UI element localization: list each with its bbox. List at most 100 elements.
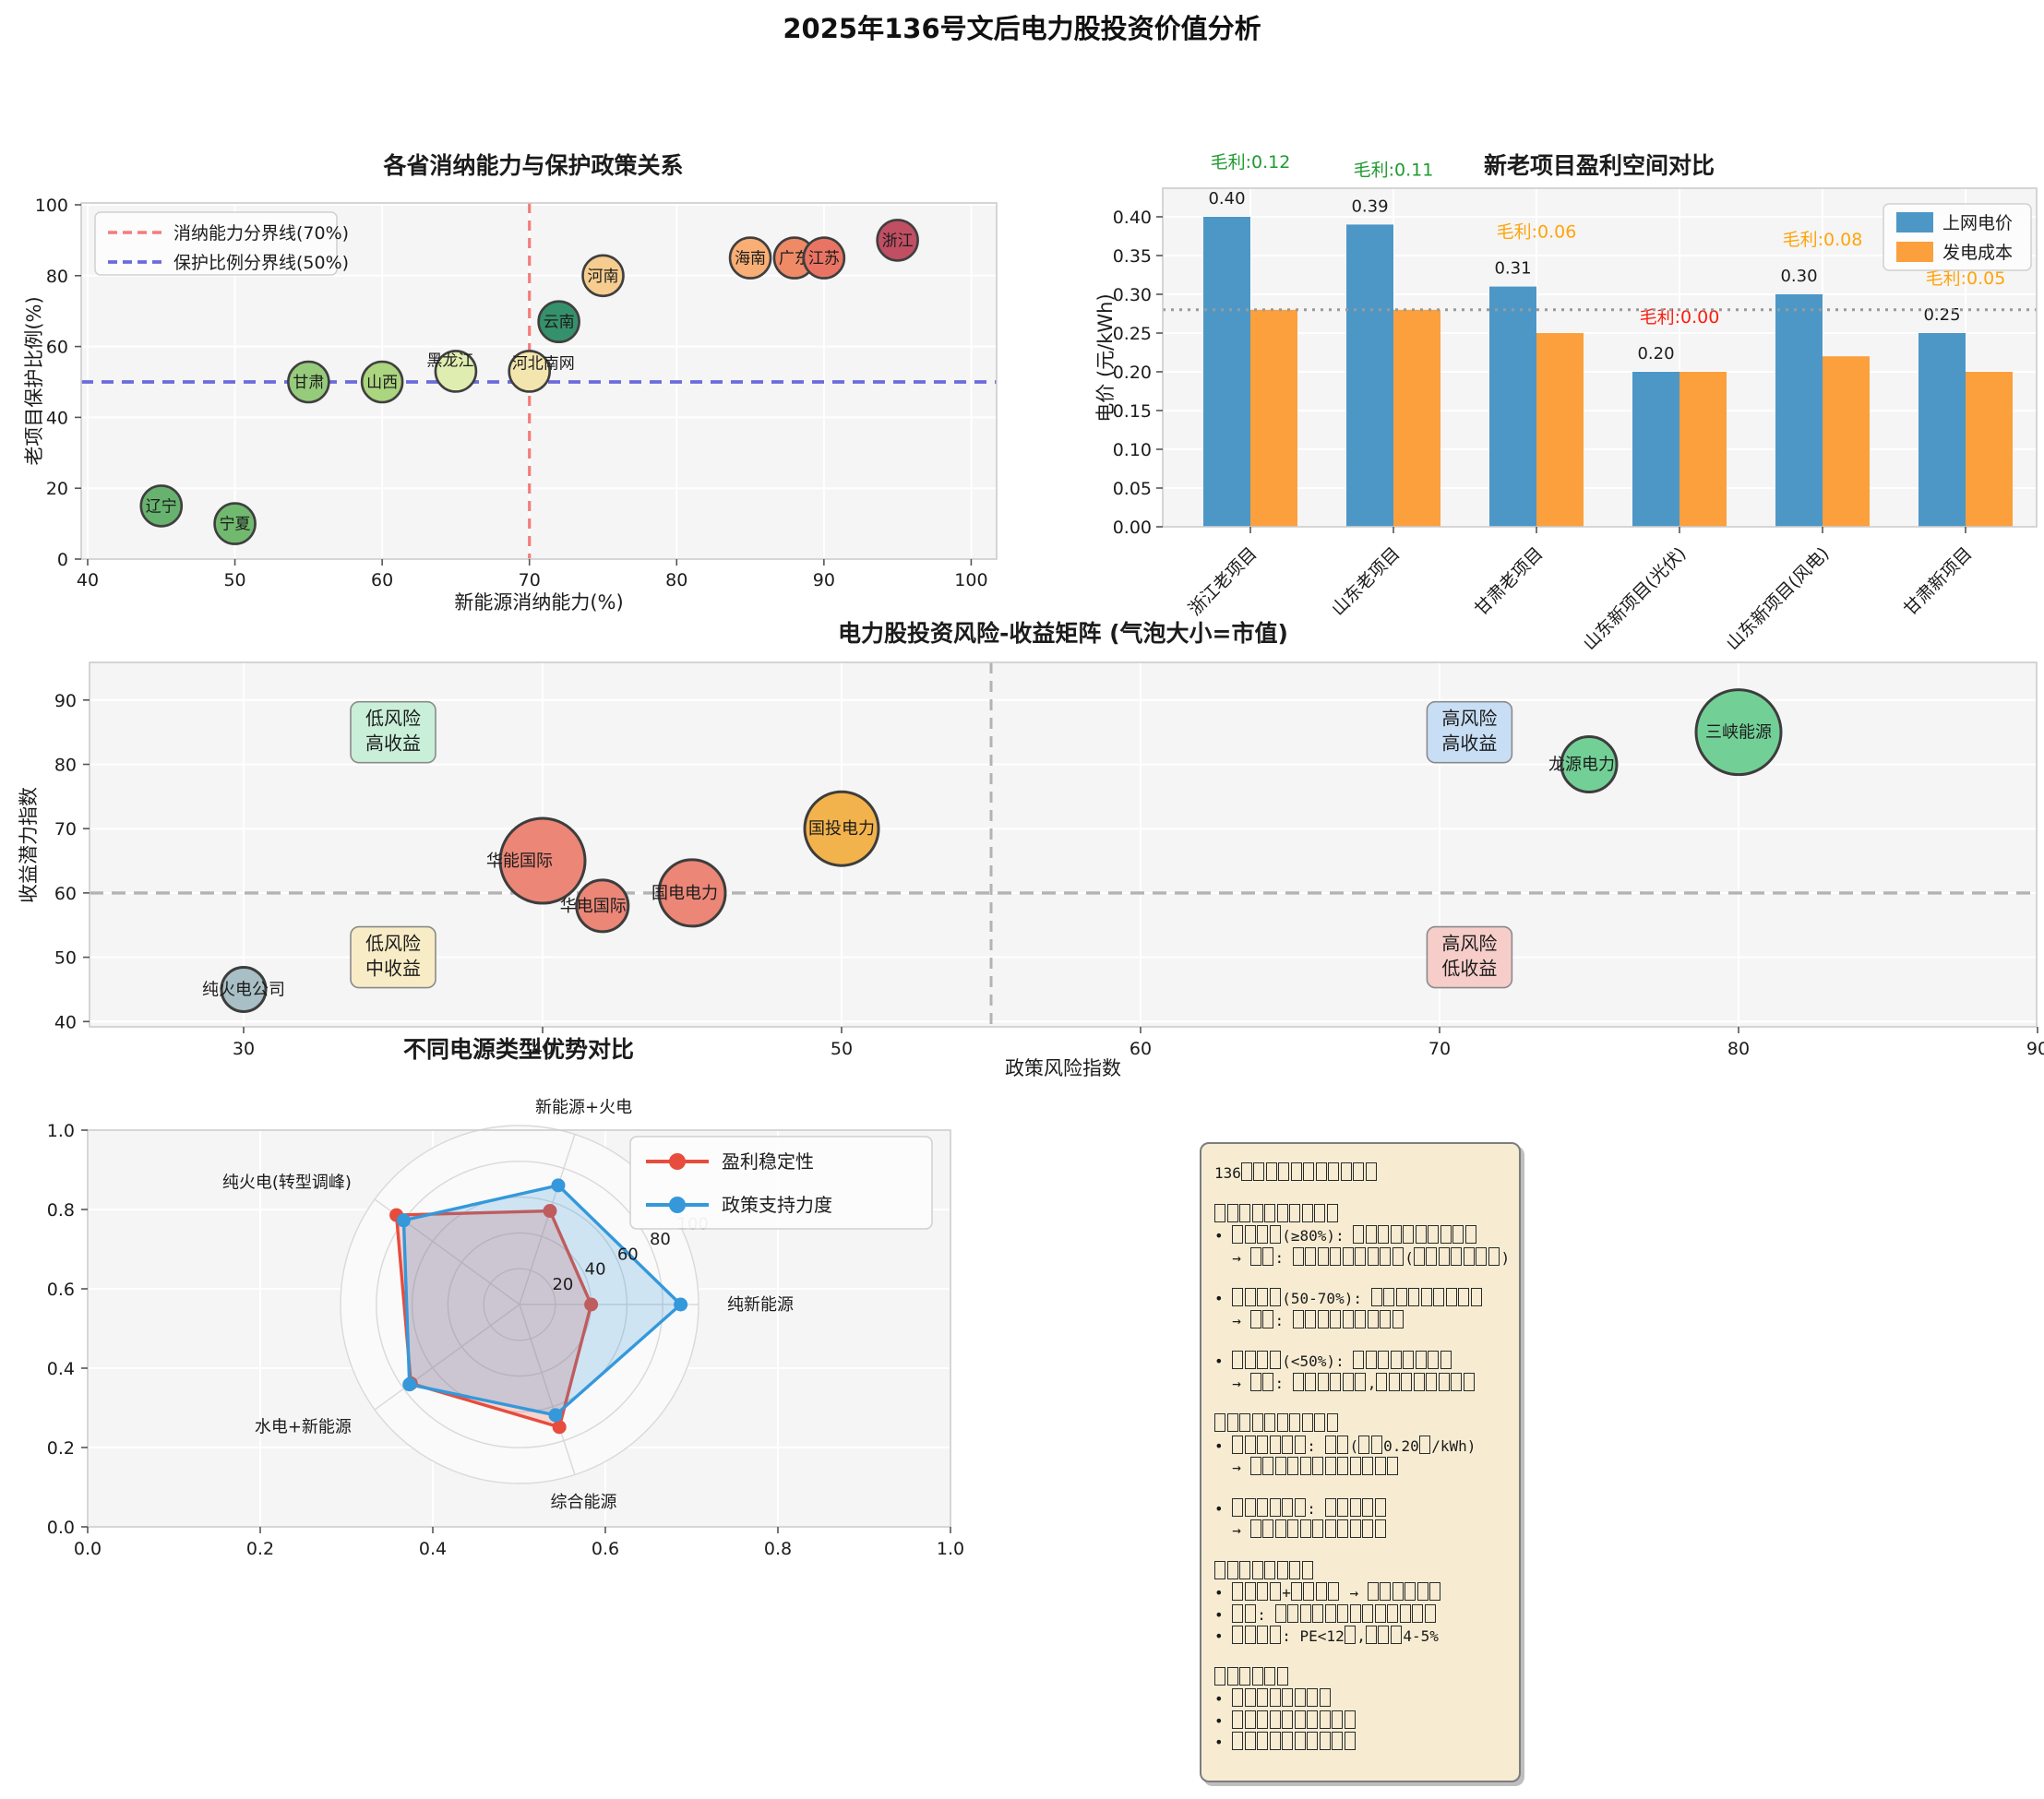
missing-glyph-box xyxy=(1290,1162,1302,1181)
missing-glyph-box xyxy=(1470,1288,1482,1306)
cost-bar xyxy=(1966,372,2013,527)
missing-glyph-box xyxy=(1328,1582,1340,1601)
missing-glyph-box xyxy=(1476,1246,1488,1266)
note-line xyxy=(1214,1648,1512,1667)
missing-glyph-box xyxy=(1239,1560,1250,1579)
missing-glyph-box xyxy=(1429,1582,1441,1601)
missing-glyph-box xyxy=(1269,1497,1281,1517)
missing-glyph-box xyxy=(1232,1732,1244,1750)
missing-glyph-box xyxy=(1451,1372,1463,1391)
missing-glyph-box xyxy=(1374,1497,1386,1517)
missing-glyph-box xyxy=(1349,1497,1361,1517)
legend-dot xyxy=(669,1153,686,1170)
province-point xyxy=(728,236,772,280)
polar-spoke xyxy=(519,1134,576,1305)
missing-glyph-box xyxy=(1387,1457,1399,1475)
tariff-bar xyxy=(1775,294,1823,527)
missing-glyph-box xyxy=(1458,1288,1470,1306)
province-label: 浙江 xyxy=(882,232,914,250)
missing-glyph-box xyxy=(1232,1351,1244,1369)
missing-glyph-box xyxy=(1290,1582,1302,1601)
note-line: • xyxy=(1214,1710,1512,1733)
y-tick-label: 40 xyxy=(54,1012,77,1032)
missing-glyph-box xyxy=(1378,1351,1390,1369)
missing-glyph-box xyxy=(1282,1710,1294,1729)
tariff-bar xyxy=(1346,224,1393,527)
legend-dot xyxy=(669,1197,686,1213)
missing-glyph-box xyxy=(1378,1626,1390,1644)
missing-glyph-box xyxy=(1239,1666,1250,1686)
missing-glyph-box xyxy=(1314,1203,1325,1222)
radial-tick-label: 20 xyxy=(552,1275,573,1294)
quadrant-box xyxy=(1426,700,1513,764)
y-axis-label: 电价 (元/kWh) xyxy=(1094,293,1117,422)
missing-glyph-box xyxy=(1332,1710,1344,1729)
y-tick-label: 0.30 xyxy=(1113,285,1152,305)
note-line: → : () xyxy=(1214,1246,1511,1267)
missing-glyph-box xyxy=(1387,1603,1399,1623)
missing-glyph-box xyxy=(1294,1732,1306,1750)
quadrant-box xyxy=(350,700,436,764)
missing-glyph-box xyxy=(1226,1666,1238,1686)
missing-glyph-box xyxy=(1424,1603,1436,1623)
note-line xyxy=(1214,1560,1512,1583)
missing-glyph-box xyxy=(1324,1519,1336,1538)
missing-glyph-box xyxy=(1378,1225,1390,1244)
missing-glyph-box xyxy=(1249,1519,1261,1538)
x-tick-label: 90 xyxy=(2026,1039,2044,1059)
province-label: 黑龙江 xyxy=(426,351,473,370)
missing-glyph-box xyxy=(1292,1309,1304,1328)
missing-glyph-box xyxy=(1314,1413,1325,1432)
missing-glyph-box xyxy=(1269,1710,1281,1729)
missing-glyph-box xyxy=(1392,1582,1404,1601)
cost-bar xyxy=(1393,309,1440,527)
legend-label-cost: 发电成本 xyxy=(1942,243,2013,263)
missing-glyph-box xyxy=(1362,1457,1374,1475)
missing-glyph-box xyxy=(1214,1666,1225,1686)
stock-bubble xyxy=(1694,688,1783,777)
radar-vertex xyxy=(543,1204,557,1219)
missing-glyph-box xyxy=(1440,1351,1452,1369)
y-tick-label: 0.20 xyxy=(1113,363,1152,383)
missing-glyph-box xyxy=(1282,1732,1294,1750)
missing-glyph-box xyxy=(1326,1413,1338,1432)
x-tick-label: 甘肃新项目 xyxy=(1900,543,1977,620)
missing-glyph-box xyxy=(1274,1519,1286,1538)
missing-glyph-box xyxy=(1392,1309,1404,1328)
missing-glyph-box xyxy=(1319,1710,1331,1729)
missing-glyph-box xyxy=(1278,1162,1290,1181)
missing-glyph-box xyxy=(1269,1351,1281,1369)
province-point xyxy=(139,484,184,528)
missing-glyph-box xyxy=(1292,1372,1304,1391)
missing-glyph-box xyxy=(1287,1519,1299,1538)
missing-glyph-box xyxy=(1349,1603,1361,1623)
radial-tick-label: 60 xyxy=(617,1245,639,1264)
cost-bar xyxy=(1679,372,1727,527)
y-tick-label: 0.6 xyxy=(47,1280,75,1300)
bar-value-label: 0.30 xyxy=(1780,267,1817,286)
stock-label: 华能国际 xyxy=(486,852,553,871)
missing-glyph-box xyxy=(1401,1372,1413,1391)
note-line: • xyxy=(1214,1732,1512,1754)
x-tick-label: 浙江老项目 xyxy=(1185,543,1261,620)
y-tick-label: 80 xyxy=(54,756,77,776)
missing-glyph-box xyxy=(1315,1582,1327,1601)
missing-glyph-box xyxy=(1412,1603,1424,1623)
missing-glyph-box xyxy=(1452,1225,1464,1244)
note-line xyxy=(1214,1203,1512,1226)
missing-glyph-box xyxy=(1337,1457,1349,1475)
bar-value-label: 0.40 xyxy=(1208,189,1245,208)
missing-glyph-box xyxy=(1330,1309,1342,1328)
missing-glyph-box xyxy=(1249,1309,1261,1328)
missing-glyph-box xyxy=(1312,1457,1324,1475)
x-tick-label: 80 xyxy=(665,570,687,590)
stock-bubble xyxy=(575,878,630,934)
stock-label: 三峡能源 xyxy=(1705,723,1772,743)
missing-glyph-box xyxy=(1244,1288,1256,1306)
missing-glyph-box xyxy=(1232,1225,1244,1244)
missing-glyph-box xyxy=(1269,1225,1281,1244)
missing-glyph-box xyxy=(1301,1560,1313,1579)
legend-label-tariff: 上网电价 xyxy=(1942,213,2013,233)
x-tick-label: 40 xyxy=(77,570,99,590)
